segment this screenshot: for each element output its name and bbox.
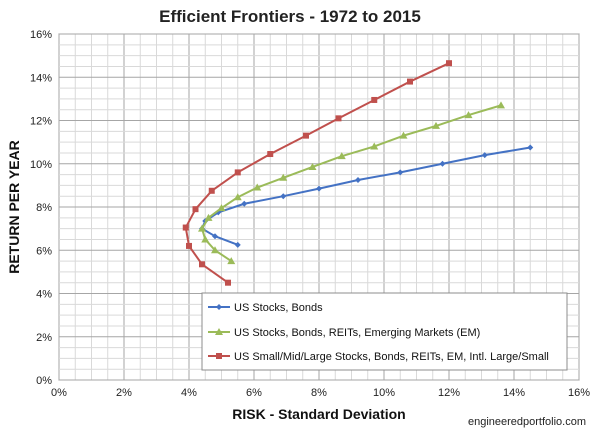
data-point (371, 96, 378, 103)
legend-box (201, 292, 568, 371)
data-point (481, 152, 488, 159)
data-point (192, 206, 199, 213)
data-point (446, 60, 452, 67)
data-point (407, 78, 413, 85)
series-2 (198, 101, 505, 265)
y-tick-label: 14% (30, 72, 52, 84)
data-point (182, 224, 189, 231)
series-layer (182, 60, 534, 286)
y-tick-label: 12% (30, 116, 52, 128)
y-axis-ticks: 0% 2% 4% 6% 8% 10% 12% 14% 16% (30, 29, 52, 387)
y-tick-label: 2% (36, 332, 52, 344)
x-tick-label: 0% (51, 387, 67, 399)
y-tick-label: 4% (36, 289, 52, 301)
data-point (497, 101, 505, 109)
legend-items: US Stocks, Bonds US Stocks, Bonds, REITs,… (208, 302, 549, 363)
x-tick-label: 2% (116, 387, 132, 399)
credit-text: engineeredportfolio.com (468, 416, 586, 428)
data-point (227, 257, 236, 265)
legend-item-3: US Small/Mid/Large Stocks, Bonds, REITs,… (208, 351, 549, 363)
legend-marker (215, 328, 223, 335)
data-point (279, 173, 288, 181)
x-tick-label: 8% (311, 387, 327, 399)
data-point (432, 121, 440, 129)
data-point (464, 111, 473, 119)
x-tick-label: 10% (373, 387, 395, 399)
y-tick-label: 16% (30, 29, 52, 41)
legend: US Stocks, Bonds US Stocks, Bonds, REITs,… (201, 292, 568, 371)
data-point (199, 261, 205, 268)
data-point (439, 160, 446, 167)
data-point (234, 169, 241, 176)
data-point (267, 151, 274, 158)
legend-item-2: US Stocks, Bonds, REITs, Emerging Market… (208, 327, 480, 339)
legend-marker (216, 304, 222, 310)
data-point (241, 200, 248, 207)
data-point (234, 241, 241, 248)
y-tick-label: 0% (36, 375, 52, 387)
legend-label: US Small/Mid/Large Stocks, Bonds, REITs,… (234, 351, 549, 363)
legend-label: US Stocks, Bonds, REITs, Emerging Market… (234, 327, 480, 339)
data-point (303, 132, 309, 139)
legend-label: US Stocks, Bonds (234, 302, 323, 314)
data-point (198, 224, 206, 232)
data-point (399, 131, 408, 139)
x-tick-label: 16% (568, 387, 590, 399)
data-point (186, 242, 192, 249)
data-point (370, 142, 379, 150)
data-point (355, 176, 361, 183)
data-point (212, 233, 218, 240)
data-point (208, 187, 215, 194)
y-tick-label: 8% (36, 202, 52, 214)
x-tick-label: 4% (181, 387, 197, 399)
x-tick-label: 6% (246, 387, 262, 399)
y-tick-label: 6% (36, 245, 52, 257)
data-point (225, 279, 231, 286)
data-point (280, 193, 287, 200)
series-3 (182, 60, 452, 286)
data-point (397, 169, 404, 176)
data-point (233, 193, 242, 201)
x-axis-ticks: 0% 2% 4% 6% 8% 10% 12% 14% 16% (51, 387, 590, 399)
x-tick-label: 14% (503, 387, 525, 399)
data-point (211, 246, 219, 254)
data-point (204, 213, 213, 221)
data-point (316, 185, 322, 192)
legend-marker (216, 353, 222, 359)
legend-item-1: US Stocks, Bonds (208, 302, 323, 314)
data-point (253, 183, 262, 191)
y-tick-label: 10% (30, 159, 52, 171)
data-point (308, 162, 317, 170)
data-point (217, 204, 226, 212)
data-point (201, 235, 210, 243)
x-axis-title: RISK - Standard Deviation (232, 406, 405, 422)
y-axis-title: RETURN PER YEAR (6, 140, 22, 274)
chart-title: Efficient Frontiers - 1972 to 2015 (159, 7, 421, 26)
data-point (335, 115, 342, 122)
data-point (527, 144, 534, 151)
series-line (201, 104, 502, 262)
data-point (337, 152, 346, 160)
x-tick-label: 12% (438, 387, 460, 399)
